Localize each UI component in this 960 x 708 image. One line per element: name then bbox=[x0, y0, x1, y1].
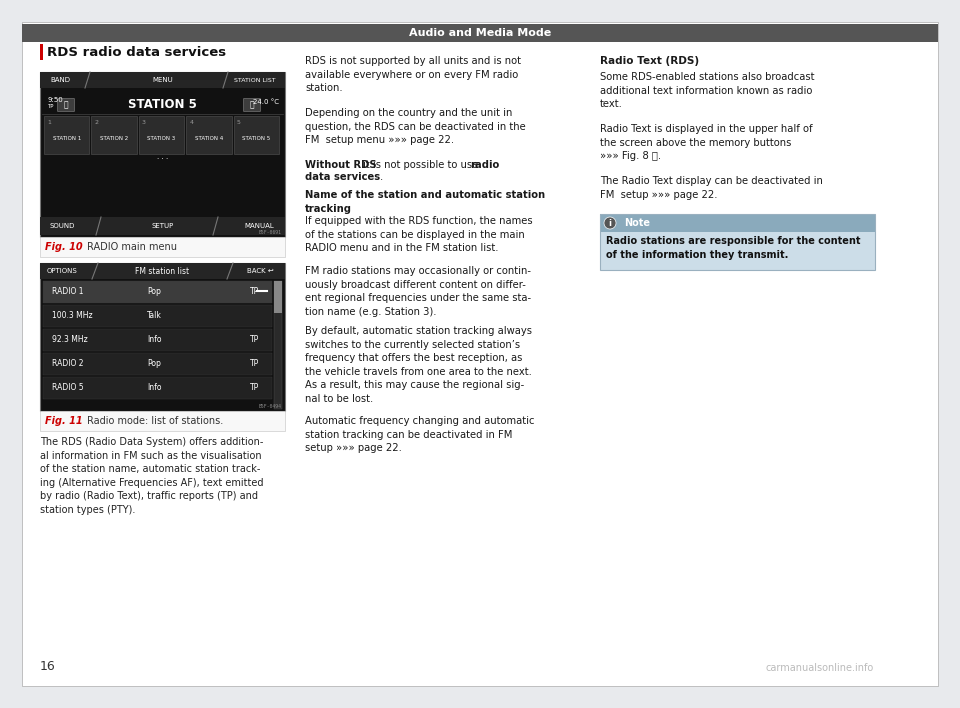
Text: RDS radio data services: RDS radio data services bbox=[47, 45, 227, 59]
Bar bbox=[40, 411, 285, 431]
Bar bbox=[22, 24, 938, 42]
Text: .: . bbox=[380, 172, 383, 182]
Text: Depending on the country and the unit in
question, the RDS can be deactivated in: Depending on the country and the unit in… bbox=[305, 108, 526, 145]
Text: RADIO main menu: RADIO main menu bbox=[87, 242, 177, 252]
Text: STATION LIST: STATION LIST bbox=[234, 77, 276, 83]
Text: Radio mode: list of stations.: Radio mode: list of stations. bbox=[87, 416, 224, 426]
Bar bbox=[274, 281, 282, 409]
Text: Radio stations are responsible for the content
of the information they transmit.: Radio stations are responsible for the c… bbox=[606, 236, 860, 260]
Bar bbox=[186, 116, 231, 154]
Text: Pop: Pop bbox=[148, 358, 161, 367]
Bar bbox=[40, 217, 285, 235]
Text: RADIO 1: RADIO 1 bbox=[52, 287, 84, 295]
Text: 3: 3 bbox=[142, 120, 146, 125]
Text: FM radio stations may occasionally or contin-
uously broadcast different content: FM radio stations may occasionally or co… bbox=[305, 266, 531, 316]
Bar bbox=[274, 281, 282, 313]
Text: If equipped with the RDS function, the names
of the stations can be displayed in: If equipped with the RDS function, the n… bbox=[305, 216, 533, 253]
Text: Automatic frequency changing and automatic
station tracking can be deactivated i: Automatic frequency changing and automat… bbox=[305, 416, 535, 453]
Text: RADIO 2: RADIO 2 bbox=[52, 358, 84, 367]
Text: The Radio Text display can be deactivated in
FM  setup »»» page 22.: The Radio Text display can be deactivate… bbox=[600, 176, 823, 200]
Text: 24.0 °C: 24.0 °C bbox=[253, 99, 279, 105]
Bar bbox=[600, 232, 875, 270]
Text: i: i bbox=[609, 219, 612, 227]
Text: · · ·: · · · bbox=[156, 156, 168, 162]
Text: radio: radio bbox=[470, 160, 499, 170]
Bar bbox=[44, 116, 89, 154]
Text: STATION 5: STATION 5 bbox=[242, 137, 271, 142]
Text: carmanualsonline.info: carmanualsonline.info bbox=[766, 663, 875, 673]
Text: STATION 2: STATION 2 bbox=[100, 137, 129, 142]
Bar bbox=[40, 263, 285, 411]
Text: STATION 3: STATION 3 bbox=[148, 137, 176, 142]
Text: STATION 5: STATION 5 bbox=[128, 98, 197, 111]
Text: Some RDS-enabled stations also broadcast
additional text information known as ra: Some RDS-enabled stations also broadcast… bbox=[600, 72, 814, 109]
Bar bbox=[40, 44, 43, 60]
Text: TP: TP bbox=[250, 334, 259, 343]
Bar bbox=[40, 72, 285, 237]
Text: 2: 2 bbox=[94, 120, 99, 125]
Text: 9:50: 9:50 bbox=[47, 97, 62, 103]
Bar bbox=[43, 305, 272, 327]
Bar bbox=[43, 281, 272, 303]
Text: Info: Info bbox=[147, 382, 161, 392]
Bar bbox=[40, 237, 285, 257]
FancyBboxPatch shape bbox=[244, 98, 260, 111]
Text: ⏮: ⏮ bbox=[63, 101, 68, 110]
Bar bbox=[43, 329, 272, 351]
Text: ⏭: ⏭ bbox=[250, 101, 254, 110]
Text: it is not possible to use: it is not possible to use bbox=[363, 160, 481, 170]
Text: OPTIONS: OPTIONS bbox=[47, 268, 78, 274]
Bar bbox=[91, 116, 137, 154]
Text: The RDS (Radio Data System) offers addition-
al information in FM such as the vi: The RDS (Radio Data System) offers addit… bbox=[40, 437, 263, 515]
Text: 100.3 MHz: 100.3 MHz bbox=[52, 311, 92, 319]
Text: TP: TP bbox=[250, 358, 259, 367]
Text: Fig. 11: Fig. 11 bbox=[45, 416, 83, 426]
Text: STATION 1: STATION 1 bbox=[53, 137, 81, 142]
Text: FM station list: FM station list bbox=[135, 266, 189, 275]
Text: Fig. 10: Fig. 10 bbox=[45, 242, 83, 252]
Text: data services: data services bbox=[305, 172, 380, 182]
Text: MANUAL: MANUAL bbox=[244, 223, 274, 229]
Text: Info: Info bbox=[147, 334, 161, 343]
Text: Radio Text is displayed in the upper half of
the screen above the memory buttons: Radio Text is displayed in the upper hal… bbox=[600, 124, 812, 161]
Text: BACK ↩: BACK ↩ bbox=[247, 268, 274, 274]
Text: Talk: Talk bbox=[147, 311, 162, 319]
Text: B5F-0494: B5F-0494 bbox=[259, 404, 282, 409]
Text: Pop: Pop bbox=[148, 287, 161, 295]
Text: 16: 16 bbox=[40, 660, 56, 673]
Text: RADIO 5: RADIO 5 bbox=[52, 382, 84, 392]
Bar bbox=[600, 214, 875, 270]
Text: 1: 1 bbox=[47, 120, 51, 125]
Text: SOUND: SOUND bbox=[49, 223, 75, 229]
Text: Audio and Media Mode: Audio and Media Mode bbox=[409, 28, 551, 38]
Text: By default, automatic station tracking always
switches to the currently selected: By default, automatic station tracking a… bbox=[305, 326, 532, 404]
Text: TP: TP bbox=[250, 287, 259, 295]
Bar bbox=[43, 353, 272, 375]
Bar bbox=[43, 377, 272, 399]
Bar bbox=[139, 116, 184, 154]
Circle shape bbox=[604, 217, 616, 229]
Bar bbox=[233, 116, 279, 154]
Text: SETUP: SETUP bbox=[152, 223, 174, 229]
Bar bbox=[40, 263, 285, 279]
Text: Note: Note bbox=[624, 218, 650, 228]
Text: BAND: BAND bbox=[50, 77, 70, 83]
Text: 4: 4 bbox=[189, 120, 193, 125]
Text: RDS is not supported by all units and is not
available everywhere or on every FM: RDS is not supported by all units and is… bbox=[305, 56, 521, 93]
Text: 5: 5 bbox=[236, 120, 240, 125]
Text: Without RDS: Without RDS bbox=[305, 160, 376, 170]
Text: MENU: MENU bbox=[152, 77, 173, 83]
Text: Radio Text (RDS): Radio Text (RDS) bbox=[600, 56, 699, 66]
Text: Name of the station and automatic station
tracking: Name of the station and automatic statio… bbox=[305, 190, 545, 214]
Text: TP: TP bbox=[250, 382, 259, 392]
Text: TP: TP bbox=[47, 105, 54, 110]
Text: 92.3 MHz: 92.3 MHz bbox=[52, 334, 87, 343]
Text: STATION 4: STATION 4 bbox=[195, 137, 223, 142]
Text: B5F-0691: B5F-0691 bbox=[259, 230, 282, 235]
Bar bbox=[40, 72, 285, 88]
FancyBboxPatch shape bbox=[58, 98, 75, 111]
Bar bbox=[600, 214, 875, 232]
